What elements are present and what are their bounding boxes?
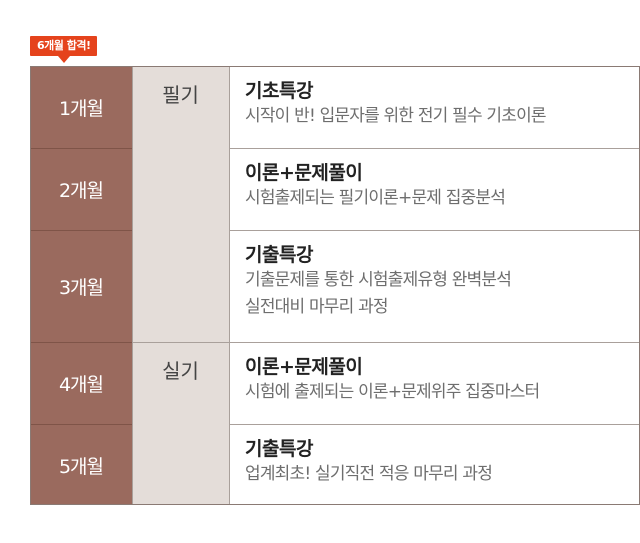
course-description: 시작이 반! 입문자를 위한 전기 필수 기초이론 [245,106,547,126]
column-divider [229,66,230,505]
curriculum-table: 1개월 2개월 3개월 4개월 5개월 필기 실기 기초특강 시작이 반! 입문… [30,66,640,505]
course-description: 시험출제되는 필기이론+문제 집중분석 [245,188,506,208]
month-cell-4: 4개월 [30,342,132,424]
month-cell-1: 1개월 [30,66,132,148]
course-title: 이론+문제풀이 [245,356,363,378]
six-month-pass-badge: 6개월 합격! [30,36,98,56]
course-title: 기출특강 [245,438,313,460]
course-description: 기출문제를 통한 시험출제유형 완벽분석 [245,270,512,290]
type-cell-written: 필기 [132,66,229,342]
content-cell-5: 기출특강 업계최초! 실기직전 적응 마무리 과정 [229,424,640,505]
badge-pointer [58,56,70,63]
course-title: 기출특강 [245,244,313,266]
content-cell-4: 이론+문제풀이 시험에 출제되는 이론+문제위주 집중마스터 [229,342,640,424]
course-description: 업계최초! 실기직전 적응 마무리 과정 [245,464,493,484]
course-title: 이론+문제풀이 [245,162,363,184]
column-divider [132,66,133,505]
content-cell-3: 기출특강 기출문제를 통한 시험출제유형 완벽분석 실전대비 마무리 과정 [229,230,640,342]
content-cell-1: 기초특강 시작이 반! 입문자를 위한 전기 필수 기초이론 [229,66,640,148]
course-title: 기초특강 [245,80,313,102]
month-cell-5: 5개월 [30,424,132,505]
month-cell-2: 2개월 [30,148,132,230]
course-description-line2: 실전대비 마무리 과정 [245,297,389,317]
content-cell-2: 이론+문제풀이 시험출제되는 필기이론+문제 집중분석 [229,148,640,230]
course-description: 시험에 출제되는 이론+문제위주 집중마스터 [245,382,540,402]
month-cell-3: 3개월 [30,230,132,342]
type-cell-practical: 실기 [132,342,229,505]
